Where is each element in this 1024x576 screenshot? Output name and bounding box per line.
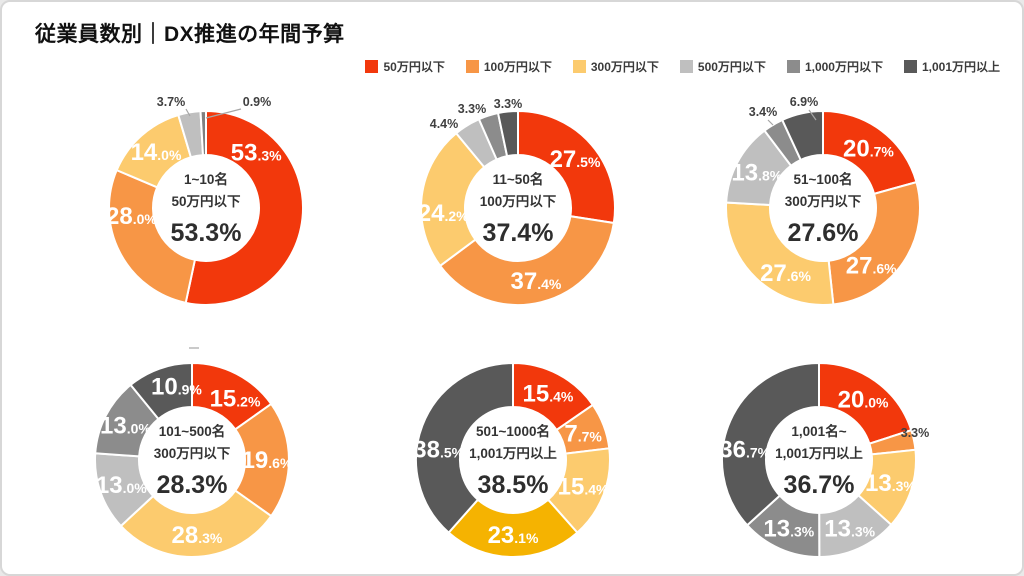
center-group-label: 1,001名~ [791,423,846,439]
center-category-label: 300万円以下 [154,446,231,461]
donut-svg: 20.0%3.3%13.3%13.3%13.3%36.7%1,001名~1,00… [719,361,930,559]
center-group-label: 11~50名 [493,171,544,187]
donut-hole [460,407,566,513]
legend-swatch-icon [786,60,800,73]
donut-svg: 15.2%19.6%28.3%13.0%13.0%10.9%101~500名30… [94,347,293,558]
center-group-label: 1~10名 [184,171,228,187]
slice-label: 37.4% [510,268,561,295]
slice-label: 3.3% [458,102,487,116]
slice-label: 15.4% [522,381,573,408]
slice-label: 15.2% [210,386,261,413]
slice-label: 20.7% [843,135,894,162]
donut-svg: 15.4% 7.7% 15.4% 23.1% 38.5% 501~1000名 1,001万円… [413,361,611,559]
center-group-label: 501~1000名 [476,423,550,439]
donut-chart-2: 27.5% 37.4% 24.2% 4.4% 3.3% 3.3% 11~50名 100万円以下… [368,58,668,338]
slice-label: 13.3% [824,515,875,542]
slice-label: 23.1% [488,522,539,549]
legend-item: 1,000万円以下 [786,58,883,75]
legend-swatch-icon [572,60,586,73]
legend-item: 1,001万円以上 [903,58,1000,75]
legend-label: 300万円以下 [590,60,659,74]
donut-svg: 27.5%37.4%24.2%4.4%3.3% 3.3%11~50名100万円以下… [418,97,616,306]
donut-hole [153,155,259,261]
label-leader-line [185,108,191,117]
center-percent-value: 53.3% [171,219,242,247]
legend-swatch-icon [465,60,479,73]
slice-label: 15.4% [558,474,609,501]
donut-chart-3: 20.7% 27.6% 27.6% 13.8% 3.4% 6.9% 51~100名 300万円… [673,58,973,338]
donut-chart-4: 15.2% 19.6% 28.3% 13.0% 13.0% 10.9% 101~500名 30… [42,310,342,574]
donut-hole [766,407,872,513]
slice-label: 3.3% [901,426,930,440]
slice-label: 13.8% [731,160,782,187]
slice-label: 7.7% [564,420,602,447]
legend-item: 300万円以下 [572,58,659,75]
slice-label: 4.4% [430,117,459,131]
center-percent-value: 28.3% [157,471,228,499]
legend-item: 100万円以下 [465,58,552,75]
slice-label: 27.6% [760,260,811,287]
slice-label: 0.9% [243,95,272,109]
slice-label: 24.2% [418,200,469,227]
donut-hole [770,155,876,261]
label-leader-line [205,108,242,119]
center-percent-value: 38.5% [478,471,549,499]
slice-label: 27.5% [550,146,601,173]
slice-label: 28.3% [171,522,222,549]
donut-hole [139,407,245,513]
slice-label: 19.6% [242,447,293,474]
slice-label: 36.7% [719,437,770,464]
legend-item: 50万円以下 [365,58,445,75]
slice-label: 28.0% [106,203,157,230]
center-percent-value: 37.4% [483,219,554,247]
label-leader-line [808,109,817,121]
slice-label: 27.6% [846,253,897,280]
legend-label: 500万円以下 [697,60,766,74]
legend: 50万円以下 100万円以下 300万円以下 500万円以下 1,000万円以下 1,00… [365,58,1000,75]
legend-swatch-icon [903,60,917,73]
center-group-label: 101~500名 [159,423,225,439]
legend-item: 500万円以下 [679,58,766,75]
slice-label: 10.9% [151,374,202,401]
center-category-label: 100万円以下 [480,194,557,209]
legend-label: 1,000万円以下 [804,60,883,74]
slice-label: 3.3% [494,97,523,111]
donut-chart-1: 53.3% 28.0% 14.0% 3.7% 0.9% 1~10名 50万円以下 53.3% [56,58,356,338]
center-category-label: 1,001万円以上 [469,446,557,461]
page-title: 従業員数別｜DX推進の年間予算 [35,23,345,46]
legend-label: 100万円以下 [483,60,552,74]
slice-label: 3.7% [157,95,186,109]
legend-swatch-icon [679,60,693,73]
center-category-label: 300万円以下 [785,194,862,209]
label-leader-line [767,119,774,126]
slice-label: 3.4% [749,105,778,119]
donut-svg: 20.7% 27.6% 27.6% 13.8% 3.4% 6.9% 51~100名 300万円… [725,95,921,306]
center-group-label: 51~100名 [794,171,853,187]
slice-label: 13.3% [763,516,814,543]
center-percent-value: 36.7% [784,471,855,499]
slice-label: 38.5% [413,437,464,464]
slice-label: 13.0% [100,413,151,440]
legend-label: 50万円以下 [383,60,445,74]
donut-svg: 53.3% 28.0% 14.0% 3.7% 0.9% 1~10名 50万円以下 53.3% [106,95,304,306]
legend-swatch-icon [365,60,379,73]
center-percent-value: 27.6% [788,219,859,247]
donut-chart-6: 20.0% 3.3% 13.3% 13.3% 13.3% 36.7% 1,001名~ 1,00… [669,310,969,574]
slice-label: 20.0% [838,386,889,413]
slice-label: 53.3% [231,139,282,166]
slice-label: 13.0% [96,472,147,499]
center-category-label: 1,001万円以上 [775,446,863,461]
legend-label: 1,001万円以上 [921,60,1000,74]
slice-label: 6.9% [790,95,819,109]
donut-chart-5: 15.4% 7.7% 15.4% 23.1% 38.5% 501~1000名 1,001万円… [363,310,663,574]
slice-label: 14.0% [131,139,182,166]
center-category-label: 50万円以下 [171,194,241,209]
donut-hole [465,155,571,261]
